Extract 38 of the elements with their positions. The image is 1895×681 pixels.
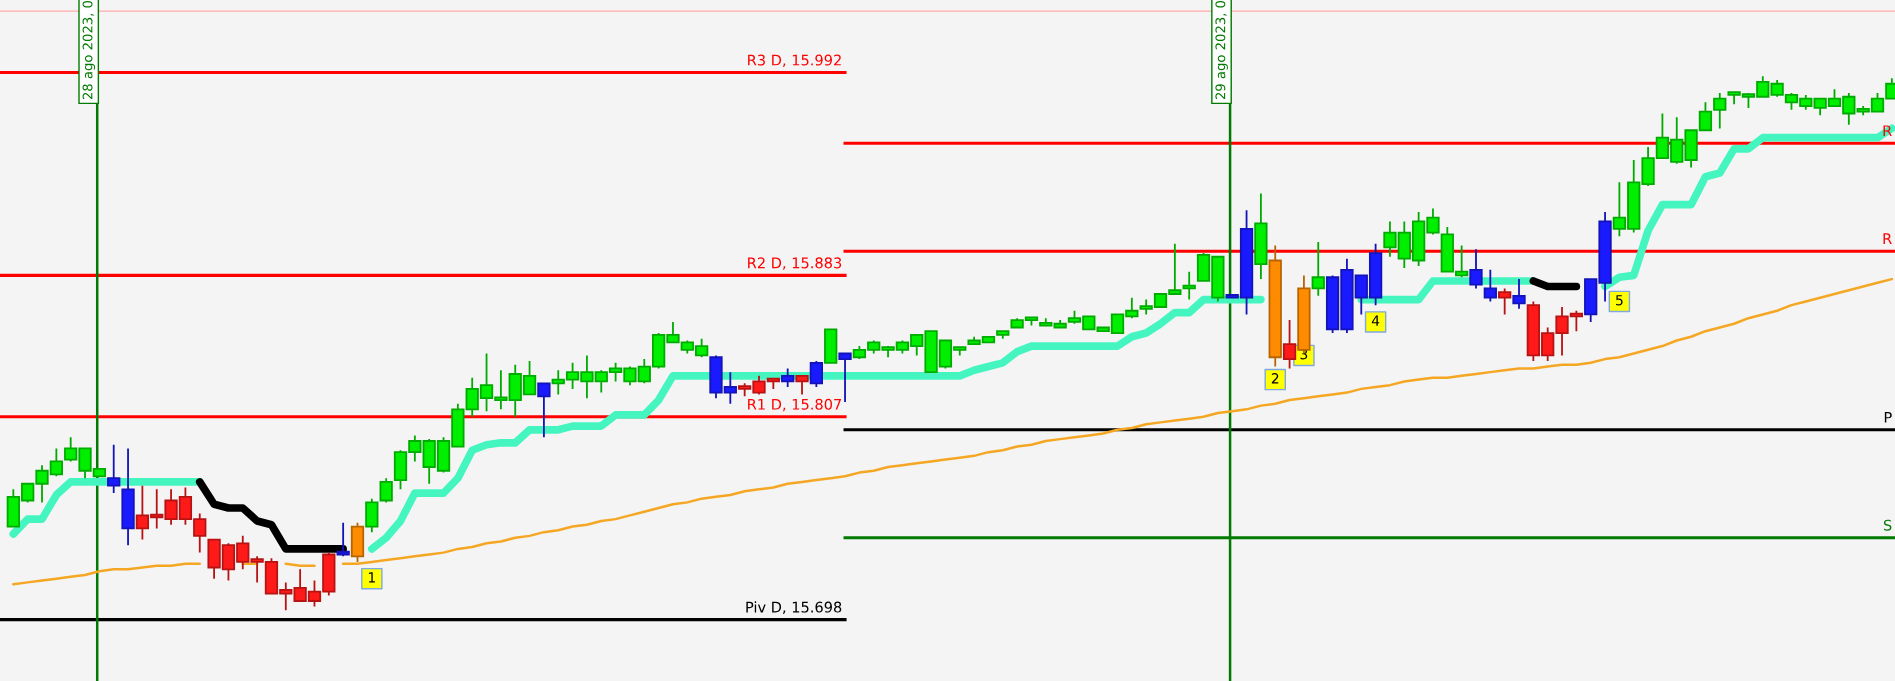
candlestick (1039, 317, 1053, 327)
candlestick (1282, 319, 1297, 370)
candlestick (1483, 268, 1497, 303)
ref-line-label: P (1884, 411, 1892, 423)
candlestick (1254, 192, 1268, 281)
candlestick (795, 374, 809, 396)
candlestick (379, 477, 393, 504)
annotation: 28 ago 2023, 0 (82, 0, 96, 100)
candlestick (1498, 287, 1512, 316)
candlestick (1182, 270, 1196, 301)
candlestick (996, 330, 1010, 340)
candlestick (365, 497, 379, 534)
candlestick (350, 521, 365, 563)
annotation: 2 (1271, 373, 1279, 384)
ref-line-label: R (1883, 125, 1892, 137)
candlestick (537, 382, 551, 439)
annotation: 1 (368, 572, 375, 583)
annotation: 29 ago 2023, 0 (1215, 0, 1228, 100)
candlestick (107, 443, 121, 494)
candlestick (1469, 248, 1483, 290)
ref-line-label: R3 D, 15.992 (748, 54, 841, 68)
ref-line-label: R1 D, 15.807 (748, 398, 842, 412)
candlestick (121, 447, 135, 547)
ref-line-label: Piv D, 15.698 (746, 601, 842, 615)
annotation: 4 (1371, 315, 1380, 326)
ref-line-label: R2 D, 15.883 (748, 257, 842, 270)
candlestick (1512, 278, 1526, 310)
annotation: 5 (1616, 295, 1623, 306)
candlestick (1053, 319, 1067, 329)
ref-line-label: R (1883, 233, 1892, 244)
ref-line-label: S (1883, 519, 1892, 531)
candlestick (781, 367, 795, 388)
candlestick (824, 328, 838, 364)
candlestick (809, 360, 824, 388)
candlestick (1713, 92, 1727, 130)
candlestick (1268, 244, 1282, 368)
candlestick (336, 521, 350, 558)
candlestick (1311, 240, 1325, 297)
